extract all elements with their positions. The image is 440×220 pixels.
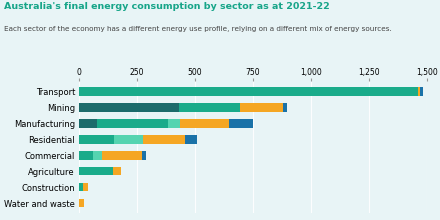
Bar [79,199,84,207]
Bar [79,183,83,191]
Bar [79,103,179,112]
Bar [79,167,114,176]
Bar [420,87,423,96]
Bar [97,119,169,128]
Bar [83,183,88,191]
Bar [185,135,197,144]
Bar [79,151,93,160]
Bar [179,103,240,112]
Bar [103,151,142,160]
Bar [114,167,121,176]
Bar [143,135,185,144]
Bar [142,151,146,160]
Bar [283,103,287,112]
Bar [180,119,229,128]
Bar [240,103,283,112]
Bar [229,119,253,128]
Bar [79,119,97,128]
Text: Australia's final energy consumption by sector as at 2021-22: Australia's final energy consumption by … [4,2,330,11]
Bar [114,135,143,144]
Bar [79,87,418,96]
Text: Each sector of the economy has a different energy use profile, relying on a diff: Each sector of the economy has a differe… [4,26,392,32]
Bar [79,135,114,144]
Bar [418,87,420,96]
Bar [169,119,180,128]
Bar [93,151,103,160]
